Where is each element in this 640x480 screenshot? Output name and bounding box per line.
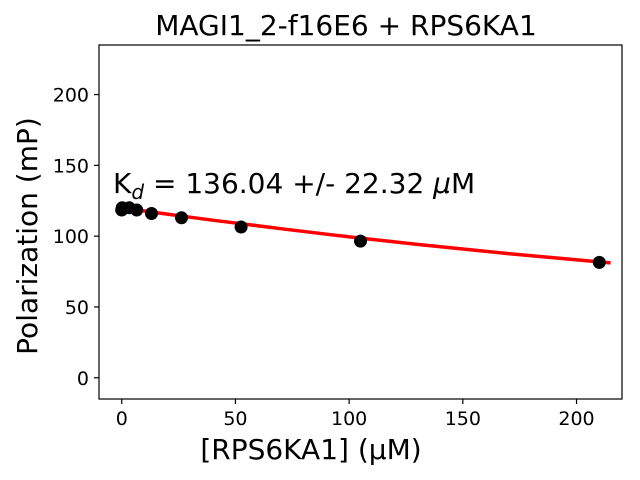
- data-point: [145, 207, 158, 220]
- kd-unit-symbol: μ: [432, 167, 451, 200]
- data-point: [592, 255, 606, 269]
- points-layer: [115, 201, 606, 269]
- x-tick-label: 100: [331, 408, 367, 430]
- kd-subscript: d: [131, 180, 144, 204]
- data-point: [354, 234, 367, 248]
- y-tick-label: 0: [77, 368, 89, 390]
- kd-value-text: = 136.04 +/- 22.32: [144, 167, 433, 200]
- y-tick-label: 150: [53, 155, 89, 177]
- x-tick-label: 0: [116, 408, 128, 430]
- data-point: [175, 211, 188, 225]
- kd-prefix: K: [113, 167, 132, 200]
- y-axis-label: Polarization (mP): [11, 117, 44, 355]
- kd-annotation: Kd = 136.04 +/- 22.32 μM: [113, 167, 475, 204]
- axes-frame: [98, 44, 623, 400]
- data-point: [234, 220, 248, 234]
- x-tick-label: 200: [558, 408, 594, 430]
- x-axis-label: [RPS6KA1] (µM): [200, 433, 421, 466]
- chart-title: MAGI1_2-f16E6 + RPS6KA1: [155, 9, 537, 42]
- y-tick-label: 50: [65, 297, 89, 319]
- data-point: [130, 203, 144, 217]
- y-tick-label: 100: [53, 226, 89, 248]
- x-axis-ticks: 0 50 100 150 200: [116, 399, 595, 430]
- plot-area: 0 50 100 150 200 0 50 100 150 200: [53, 44, 623, 430]
- y-tick-label: 200: [53, 85, 89, 107]
- x-tick-label: 50: [223, 408, 247, 430]
- fit-curve: [121, 206, 611, 265]
- x-tick-label: 150: [445, 408, 481, 430]
- kd-unit: M: [451, 167, 475, 200]
- y-axis-ticks: 0 50 100 150 200: [53, 85, 99, 390]
- fit-layer: [121, 206, 611, 265]
